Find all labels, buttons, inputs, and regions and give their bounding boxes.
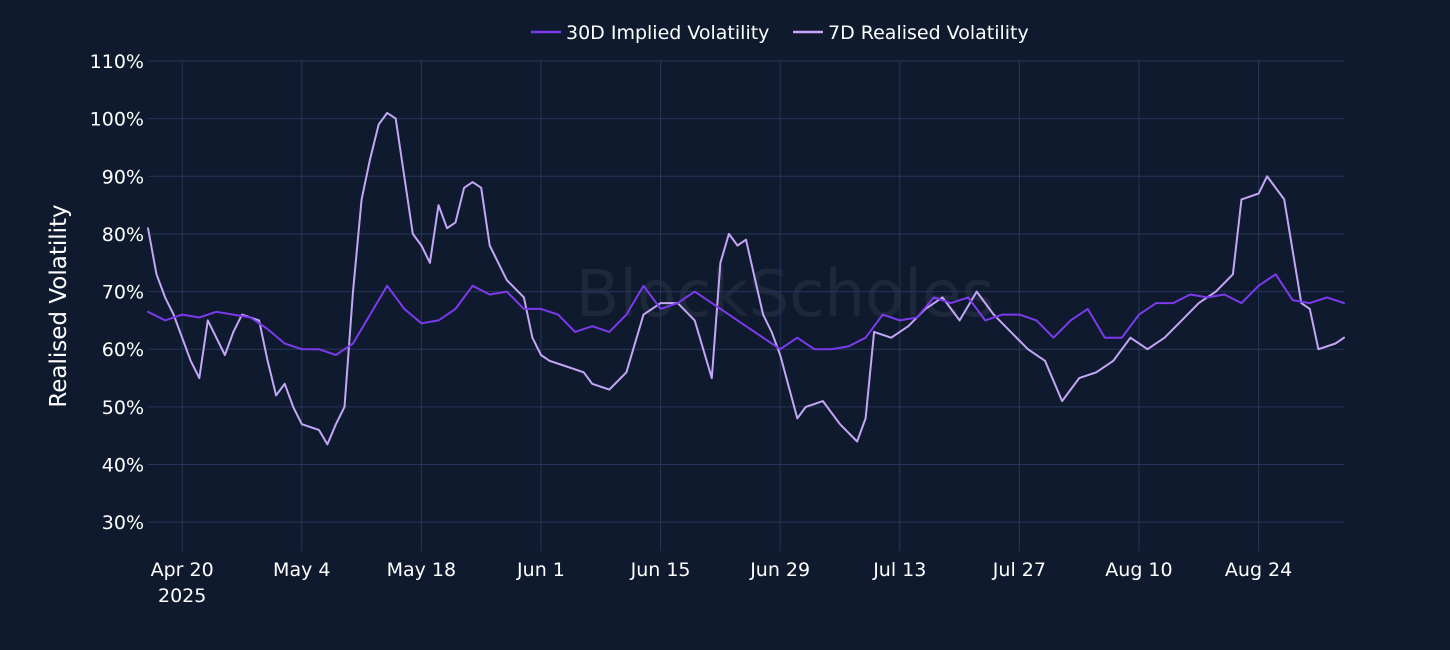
- x-tick-label: Jul 27: [992, 559, 1046, 581]
- x-tick-label: Apr 20: [151, 559, 214, 581]
- legend-label: 7D Realised Volatility: [828, 22, 1029, 44]
- y-tick-label: 110%: [90, 51, 144, 73]
- series-line-implied-volatility: [147, 273, 1345, 356]
- y-tick-label: 70%: [102, 282, 144, 304]
- legend-label: 30D Implied Volatility: [566, 22, 769, 44]
- y-tick-label: 60%: [102, 339, 144, 361]
- watermark: BlockScholes: [575, 258, 994, 332]
- y-axis-title: Realised Volatility: [46, 204, 72, 407]
- legend-item[interactable]: 30D Implied Volatility: [531, 22, 769, 44]
- x-tick-label: Jun 29: [749, 559, 810, 581]
- x-axis-ticks: Apr 20 May 4 May 18 Jun 1 Jun 15 Jun 29 Jul 13…: [151, 559, 1293, 581]
- y-tick-label: 50%: [102, 397, 144, 419]
- legend-item[interactable]: 7D Realised Volatility: [793, 22, 1029, 44]
- x-tick-label: Aug 24: [1225, 559, 1292, 581]
- y-tick-label: 100%: [90, 109, 144, 131]
- legend: 30D Implied Volatility 7D Realised Volati…: [531, 22, 1029, 44]
- x-tick-label: Jun 15: [630, 559, 691, 581]
- y-axis-ticks: 30% 40% 50% 60% 70% 80% 90% 100% 110%: [90, 51, 144, 534]
- x-tick-label: May 4: [273, 559, 330, 581]
- grid: [148, 60, 1344, 551]
- x-tick-label: May 18: [387, 559, 457, 581]
- y-tick-label: 90%: [102, 166, 144, 188]
- x-tick-label: Jun 1: [516, 559, 565, 581]
- x-axis-year-label: 2025: [158, 585, 206, 607]
- x-tick-label: Aug 10: [1105, 559, 1172, 581]
- y-tick-label: 30%: [102, 512, 144, 534]
- y-tick-label: 80%: [102, 224, 144, 246]
- y-tick-label: 40%: [102, 455, 144, 477]
- x-tick-label: Jul 13: [872, 559, 926, 581]
- series-line-realised-volatility: [147, 111, 1345, 446]
- series-layer: [147, 111, 1345, 446]
